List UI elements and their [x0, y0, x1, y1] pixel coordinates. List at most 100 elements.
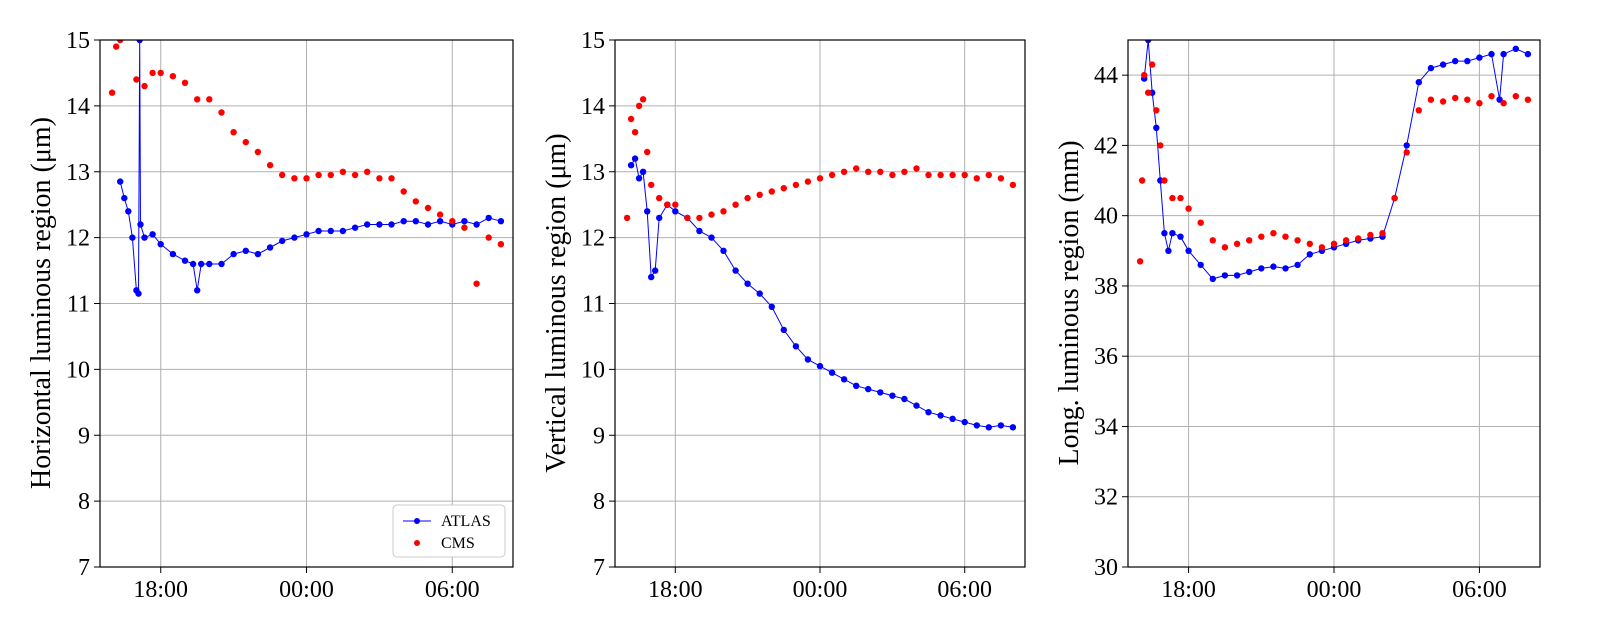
data-point-atlas: [780, 326, 787, 334]
data-point-cms: [1524, 96, 1532, 103]
data-point-cms: [291, 175, 298, 182]
data-point-atlas: [877, 389, 884, 396]
data-point-cms: [436, 211, 444, 218]
data-point-cms: [1258, 233, 1265, 240]
data-point-cms: [656, 194, 663, 202]
data-point-cms: [1136, 258, 1144, 265]
legend-cms-marker: [414, 540, 420, 546]
data-point-atlas: [648, 273, 655, 281]
data-point-atlas: [1415, 79, 1423, 86]
data-point-cms: [1306, 240, 1314, 247]
data-point-cms: [816, 175, 824, 182]
data-point-atlas: [473, 221, 480, 228]
data-point-cms: [1270, 230, 1277, 237]
data-point-cms: [1452, 94, 1459, 102]
data-point-atlas: [117, 178, 124, 185]
data-point-cms: [1197, 219, 1204, 226]
data-point-cms: [664, 201, 671, 208]
data-point-atlas: [937, 412, 944, 419]
data-point-atlas: [1185, 247, 1192, 254]
data-point-atlas: [961, 418, 968, 426]
y-tick-label: 32: [1094, 485, 1118, 511]
panel-horizontal: Horizontal luminous region (μm) 18:00 00:…: [26, 28, 514, 603]
data-point-cms: [949, 171, 956, 179]
y-axis-label-horizontal: Horizontal luminous region (μm): [26, 117, 57, 489]
data-point-atlas: [376, 221, 383, 228]
y-tick-label: 11: [582, 292, 605, 318]
data-point-atlas: [206, 260, 213, 268]
y-tick-label: 8: [78, 489, 90, 515]
y-tick-label: 30: [1094, 555, 1118, 581]
data-point-cms: [828, 171, 836, 179]
data-point-cms: [388, 175, 395, 182]
data-point-atlas: [1153, 124, 1160, 131]
data-point-cms: [279, 171, 286, 179]
data-point-atlas: [840, 376, 848, 383]
data-point-atlas: [1009, 424, 1017, 431]
data-point-cms: [744, 194, 751, 202]
data-point-cms: [1500, 100, 1507, 107]
data-point-atlas: [631, 155, 639, 162]
data-point-atlas: [744, 280, 751, 287]
data-point-cms: [364, 168, 371, 175]
data-point-cms: [461, 224, 468, 231]
data-point-atlas: [339, 227, 347, 235]
data-point-cms: [792, 181, 800, 189]
data-point-atlas: [1294, 261, 1301, 269]
data-point-atlas: [1488, 50, 1495, 58]
legend-box: [392, 504, 506, 558]
data-point-cms: [1391, 194, 1398, 202]
data-point-cms: [1157, 142, 1164, 149]
data-point-cms: [631, 129, 639, 136]
y-tick-label: 8: [593, 489, 605, 515]
data-point-atlas: [1500, 50, 1507, 58]
data-point-cms: [1009, 181, 1017, 189]
data-point-atlas: [218, 260, 225, 268]
data-point-cms: [1161, 177, 1168, 184]
data-point-atlas: [1209, 275, 1217, 283]
data-point-atlas: [1258, 265, 1265, 272]
data-point-cms: [424, 204, 432, 212]
data-point-atlas: [157, 241, 164, 248]
data-point-atlas: [1439, 61, 1447, 68]
data-point-atlas: [756, 290, 763, 297]
data-point-atlas: [1145, 40, 1152, 44]
data-point-atlas: [635, 175, 643, 182]
data-point-cms: [1512, 93, 1520, 100]
y-tick-label: 36: [1094, 344, 1118, 370]
data-point-atlas: [804, 356, 812, 363]
data-point-cms: [684, 214, 691, 222]
x-tick-label: 06:00: [425, 577, 480, 603]
data-point-atlas: [291, 234, 298, 241]
data-point-cms: [1221, 244, 1229, 251]
data-point-atlas: [364, 221, 371, 228]
data-point-cms: [1379, 230, 1386, 237]
data-point-cms: [133, 76, 140, 83]
data-point-atlas: [125, 208, 132, 215]
data-point-atlas: [327, 227, 334, 235]
data-point-cms: [218, 109, 225, 116]
data-point-atlas: [828, 369, 836, 376]
data-point-cms: [1403, 149, 1410, 156]
data-point-cms: [351, 171, 359, 179]
y-tick-label: 10: [66, 357, 90, 383]
data-point-atlas: [254, 250, 262, 258]
data-point-atlas: [189, 260, 197, 268]
data-point-cms: [242, 138, 249, 146]
data-point-atlas: [1464, 57, 1471, 65]
data-point-cms: [1330, 240, 1338, 247]
data-point-cms: [648, 181, 655, 189]
data-point-atlas: [230, 250, 237, 258]
data-point-cms: [961, 171, 968, 179]
y-tick-label: 13: [581, 160, 605, 186]
data-point-atlas: [351, 224, 359, 231]
data-point-cms: [1355, 235, 1362, 242]
data-point-cms: [1476, 100, 1483, 107]
y-tick-label: 42: [1094, 133, 1118, 159]
y-tick-label: 7: [78, 555, 90, 581]
data-point-atlas: [424, 221, 432, 228]
data-point-atlas: [1270, 263, 1277, 270]
y-tick-label: 12: [66, 226, 90, 252]
data-point-atlas: [644, 208, 651, 215]
